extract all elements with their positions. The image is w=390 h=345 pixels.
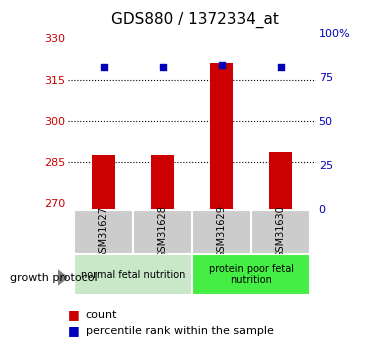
Text: percentile rank within the sample: percentile rank within the sample bbox=[86, 326, 274, 335]
Text: growth protocol: growth protocol bbox=[10, 273, 98, 283]
Bar bbox=[210, 63, 233, 209]
Text: GDS880 / 1372334_at: GDS880 / 1372334_at bbox=[111, 12, 279, 28]
Point bbox=[101, 64, 107, 70]
Text: GSM31628: GSM31628 bbox=[158, 206, 168, 258]
Text: GSM31627: GSM31627 bbox=[99, 206, 109, 258]
Bar bbox=[251, 210, 310, 254]
Text: GSM31629: GSM31629 bbox=[216, 206, 227, 258]
Polygon shape bbox=[58, 270, 67, 285]
Bar bbox=[133, 210, 192, 254]
Text: GSM31630: GSM31630 bbox=[275, 206, 285, 258]
Text: protein poor fetal
nutrition: protein poor fetal nutrition bbox=[209, 264, 294, 285]
Bar bbox=[269, 152, 292, 209]
Bar bbox=[74, 254, 192, 295]
Point bbox=[160, 64, 166, 70]
Bar bbox=[74, 210, 133, 254]
Bar bbox=[92, 155, 115, 209]
Text: ■: ■ bbox=[68, 324, 80, 337]
Bar bbox=[192, 254, 310, 295]
Bar bbox=[192, 210, 251, 254]
Bar bbox=[151, 155, 174, 209]
Point bbox=[218, 62, 225, 68]
Text: count: count bbox=[86, 310, 117, 319]
Point bbox=[277, 64, 284, 70]
Text: ■: ■ bbox=[68, 308, 80, 321]
Text: normal fetal nutrition: normal fetal nutrition bbox=[81, 270, 185, 279]
